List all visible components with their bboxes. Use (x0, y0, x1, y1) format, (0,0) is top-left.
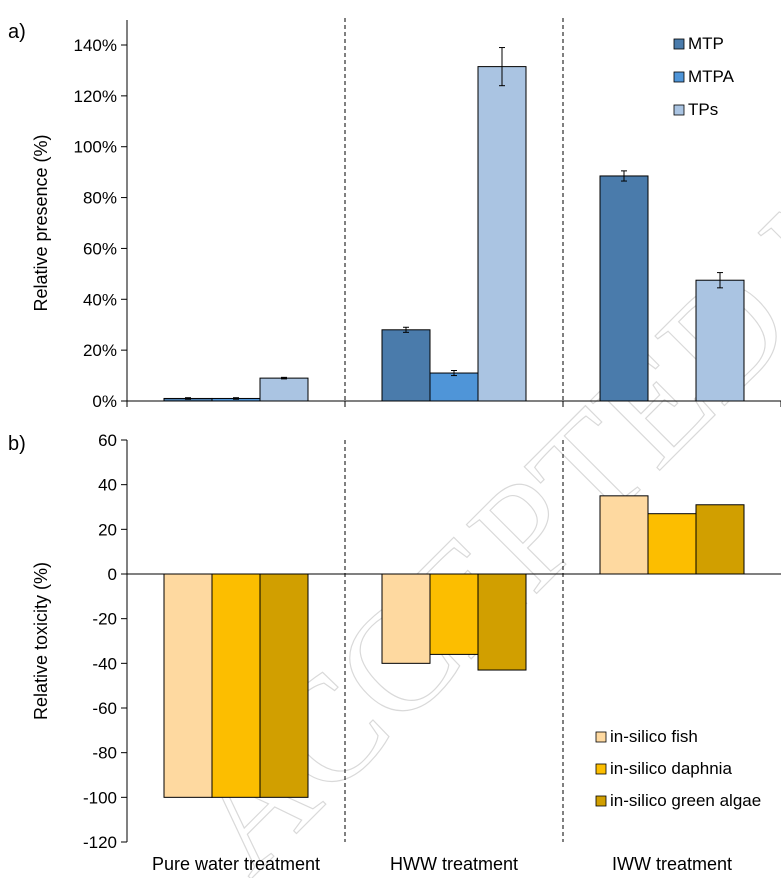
legend-label-a: TPs (688, 100, 718, 119)
y-tick-label-b: 20 (98, 520, 117, 539)
bar-mtp-2 (599, 175, 649, 402)
y-tick-label-a: 40% (83, 290, 117, 309)
bar-tps-1 (477, 66, 527, 402)
y-tick-label-a: 140% (74, 36, 117, 55)
y-tick-label-a: 20% (83, 341, 117, 360)
y-tick-label-b: -80 (92, 744, 117, 763)
y-tick-label-b: -40 (92, 654, 117, 673)
y-tick-label-b: 0 (108, 565, 117, 584)
y-tick-label-b: -20 (92, 610, 117, 629)
chart-panel-a: 0% 20% 40% 60% 80% 100% 120% 140% Relative prese… (31, 18, 781, 411)
legend-label-a: MTPA (688, 67, 735, 86)
y-tick-label-b: 40 (98, 476, 117, 495)
legend-label-b: in-silico green algae (610, 791, 761, 810)
bar-in-silico-fish-0 (163, 573, 213, 798)
bar-in-silico-green-algae-2 (695, 504, 745, 575)
legend-swatch-b (595, 763, 607, 775)
bar-mtpa-1 (429, 372, 479, 402)
bar-in-silico-green-algae-0 (259, 573, 309, 798)
y-tick-label-a: 100% (74, 138, 117, 157)
bar-in-silico-green-algae-1 (477, 573, 527, 671)
bar-in-silico-daphnia-0 (211, 573, 261, 798)
y-tick-label-a: 80% (83, 189, 117, 208)
bar-tps-2 (695, 279, 745, 402)
y-tick-label-b: -60 (92, 699, 117, 718)
legend-swatch-b (595, 795, 607, 807)
bar-in-silico-fish-2 (599, 495, 649, 575)
y-tick-label-b: -120 (83, 833, 117, 852)
y-tick-label-a: 120% (74, 87, 117, 106)
legend-swatch-a (673, 38, 685, 50)
y-tick-label-b: 60 (98, 431, 117, 450)
chart-panel-b: -120 -100 -80 -60 -40 -20 0 20 40 60 Relative toxi… (31, 431, 781, 874)
legend-label-b: in-silico fish (610, 727, 698, 746)
y-axis-title-a: Relative presence (%) (31, 134, 51, 311)
bar-mtp-1 (381, 329, 431, 402)
legend-label-a: MTP (688, 34, 724, 53)
x-category-label: HWW treatment (390, 854, 518, 874)
bar-in-silico-daphnia-2 (647, 513, 697, 575)
bar-tps-0 (259, 377, 309, 402)
y-tick-label-b: -100 (83, 788, 117, 807)
panel-a-label: a) (8, 21, 26, 43)
legend-label-b: in-silico daphnia (610, 759, 732, 778)
legend-swatch-a (673, 104, 685, 116)
bar-in-silico-daphnia-1 (429, 573, 479, 655)
y-axis-title-b: Relative toxicity (%) (31, 562, 51, 720)
x-category-label: Pure water treatment (152, 854, 320, 874)
legend-swatch-b (595, 731, 607, 743)
y-tick-label-a: 60% (83, 239, 117, 258)
y-tick-label-a: 0% (92, 392, 117, 411)
legend-swatch-a (673, 71, 685, 83)
panel-b-label: b) (8, 433, 26, 455)
bar-in-silico-fish-1 (381, 573, 431, 664)
x-category-label: IWW treatment (612, 854, 732, 874)
